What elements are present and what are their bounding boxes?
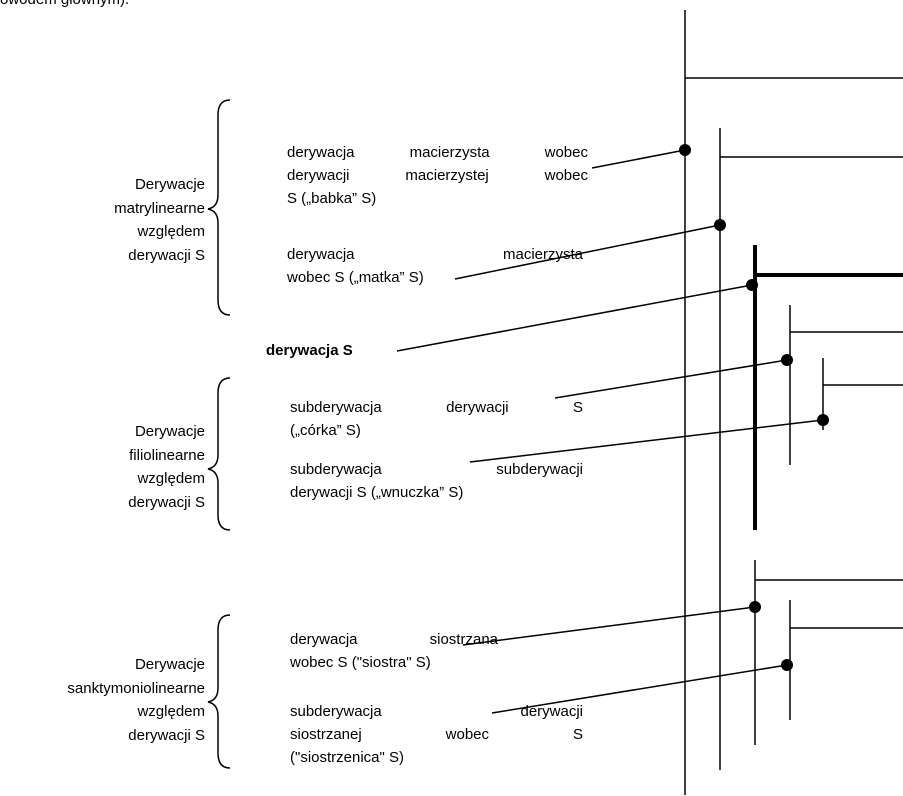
group-label: Derywacje [134,176,205,193]
item-line: derywacja siostrzana [290,631,498,648]
group-label: Derywacje [134,656,205,673]
group-label: matrylinearne [114,199,205,217]
center-label: derywacja S [266,342,353,359]
item-line: derywacji macierzystej wobec [287,167,588,184]
group-label: względem [137,703,205,720]
item-line: S („babka” S) [287,190,377,207]
item-line: subderywacja derywacji S [290,399,583,416]
group-label: względem [137,223,205,240]
item-line: ("siostrzenica" S) [290,749,405,766]
group-label: sanktymoniolinearne [67,679,205,697]
group-label: derywacji S [128,726,205,744]
group-label: derywacji S [128,493,205,511]
group-label: filiolinearne [129,446,205,464]
item-line: subderywacja derywacji [290,703,583,720]
item-line: subderywacja subderywacji [290,461,583,478]
group-label: Derywacje [134,423,205,440]
item-line: siostrzanej wobec S [290,726,583,743]
group-label: derywacji S [128,246,205,264]
item-line: derywacji S („wnuczka” S) [290,484,464,501]
header-text: owodem głównym). [0,0,129,9]
item-line: derywacja macierzysta wobec [287,144,588,161]
item-line: wobec S ("siostra" S) [290,654,431,671]
group-label: względem [137,470,205,487]
item-line: („córka” S) [290,422,361,439]
item-line: derywacja macierzysta [287,246,583,263]
item-line: wobec S („matka” S) [287,269,424,286]
